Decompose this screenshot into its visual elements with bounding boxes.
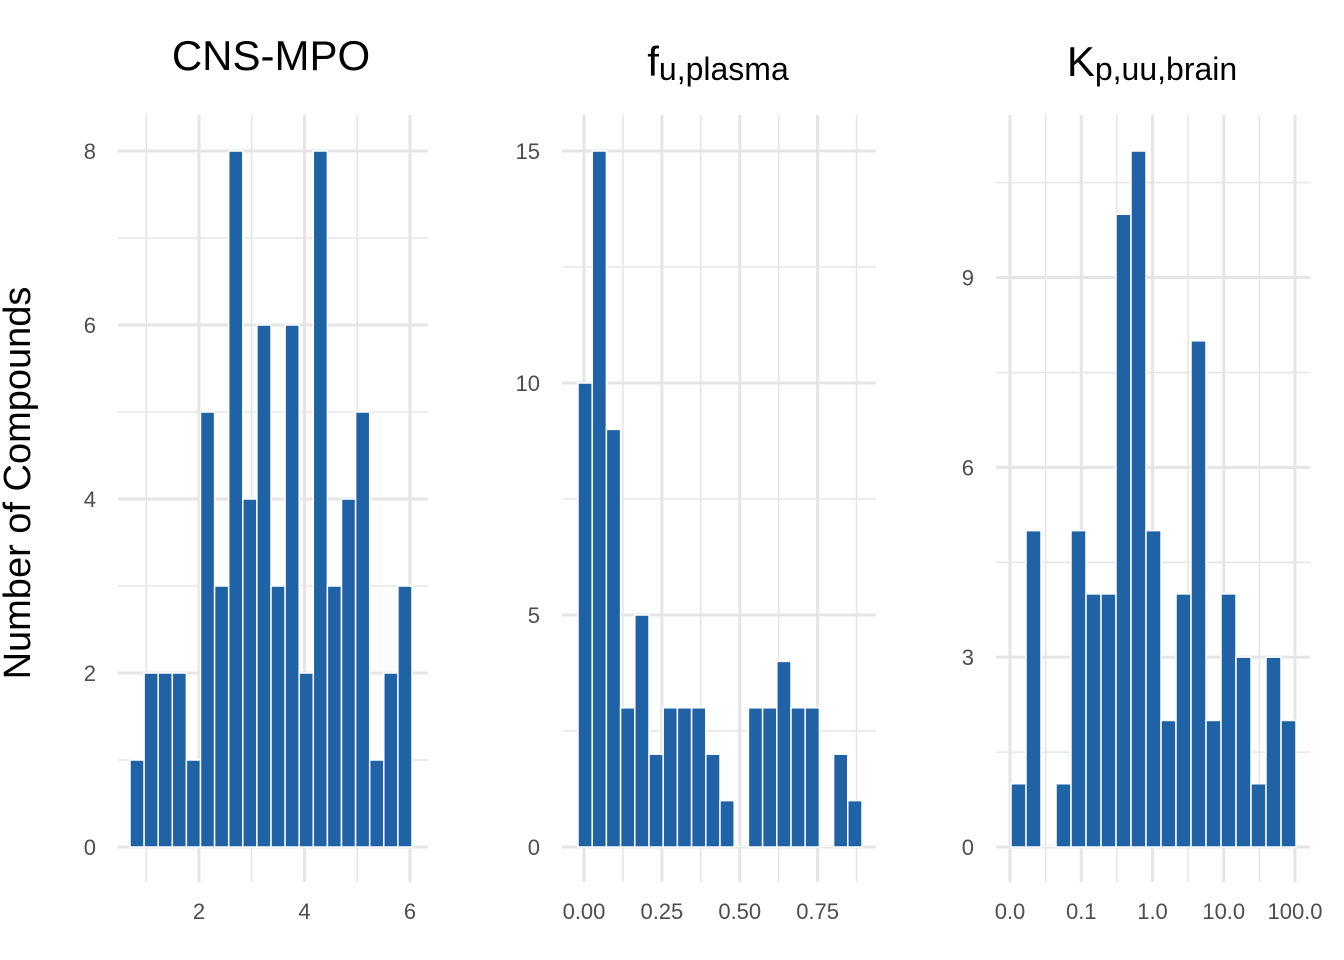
histogram-bar: [662, 707, 679, 848]
x-tick-label: 100.0: [1267, 899, 1322, 924]
histogram-bar: [242, 498, 258, 848]
histogram-bar: [1160, 719, 1177, 848]
histogram-bar: [804, 707, 821, 848]
histogram-bar: [1250, 782, 1267, 848]
y-tick-label: 3: [962, 645, 974, 670]
panel-0: 0 2 4 6 8 2 4 6 CNS-MPO: [84, 32, 428, 924]
histogram-bar: [1070, 529, 1087, 848]
histogram-bar: [847, 799, 863, 848]
x-tick-label: 10.0: [1202, 899, 1245, 924]
histogram-bar: [326, 585, 343, 848]
histogram-bar: [705, 753, 721, 848]
y-tick-label: 0: [528, 835, 540, 860]
y-tick-label: 8: [84, 139, 96, 164]
panel-title-main: K: [1067, 38, 1095, 85]
histogram-bar: [1190, 340, 1207, 848]
histogram-bar: [648, 753, 664, 848]
x-tick-label: 1.0: [1137, 899, 1168, 924]
histogram-bar: [1175, 593, 1192, 848]
histogram-bar: [690, 707, 707, 848]
histogram-bar: [312, 150, 329, 848]
histogram-bar: [1145, 529, 1162, 848]
histogram-bar: [1010, 782, 1027, 848]
panel-title-subscript: u,plasma: [659, 51, 789, 87]
y-tick-label: 10: [516, 371, 540, 396]
x-tick-label: 0.50: [718, 899, 761, 924]
y-tick-label: 0: [962, 835, 974, 860]
histogram-bar: [284, 324, 300, 848]
histogram-bar: [790, 707, 806, 848]
histogram-bar: [1130, 150, 1147, 848]
x-tick-label: 0.1: [1066, 899, 1097, 924]
histogram-bar: [397, 585, 413, 848]
histogram-bar: [1205, 719, 1222, 848]
histogram-bar: [832, 753, 849, 848]
histogram-bar: [1220, 593, 1237, 848]
histogram-bar: [199, 411, 216, 848]
histogram-bar: [157, 672, 174, 848]
y-tick-label: 5: [528, 603, 540, 628]
histogram-bar: [129, 759, 145, 848]
histogram-bar: [256, 324, 272, 848]
y-tick-label: 6: [962, 455, 974, 480]
histogram-bar: [776, 660, 792, 848]
histogram-bar: [213, 585, 230, 848]
histogram-bar: [634, 614, 650, 848]
histogram-bar: [143, 672, 159, 848]
histogram-bar: [619, 707, 636, 848]
histogram-bar: [383, 672, 399, 848]
x-tick-label: 2: [193, 899, 205, 924]
histogram-bar: [734, 846, 749, 847]
histogram-bar: [1265, 656, 1282, 848]
x-tick-label: 0.0: [995, 899, 1026, 924]
histogram-bar: [340, 498, 357, 848]
histogram-bar: [1100, 593, 1117, 848]
panel-1: 0 5 10 15 0.00 0.25 0.50 0.75 fu,plasma: [516, 38, 876, 924]
histogram-bar: [577, 382, 593, 848]
histogram-bar: [719, 799, 735, 848]
histogram-bar: [354, 411, 371, 848]
histogram-bar: [1235, 656, 1252, 848]
panel-title: CNS-MPO: [172, 32, 370, 79]
histogram-bar: [676, 707, 693, 848]
histogram-bar: [1115, 213, 1132, 848]
histogram-bar: [761, 707, 778, 848]
histogram-bar: [298, 672, 315, 848]
x-tick-label: 0.00: [563, 899, 606, 924]
histogram-bar: [1025, 529, 1042, 848]
x-tick-label: 6: [404, 899, 416, 924]
histogram-bar: [591, 150, 608, 848]
histogram-bar: [1055, 782, 1072, 848]
histogram-bar: [605, 428, 622, 848]
panel-title-main: f: [647, 38, 659, 85]
y-tick-label: 2: [84, 661, 96, 686]
y-tick-label: 6: [84, 313, 96, 338]
panel-title: fu,plasma: [647, 38, 789, 87]
panel-2: 0 3 6 9 0.0 0.1 1.0 10.0 100.0 Kp,uu,brain: [962, 38, 1323, 924]
histogram-bar: [185, 759, 202, 848]
y-tick-label: 9: [962, 266, 974, 291]
panel-title-subscript: p,uu,brain: [1095, 51, 1237, 87]
y-axis-label: Number of Compounds: [0, 287, 39, 680]
histogram-bar: [819, 846, 834, 847]
y-tick-label: 0: [84, 835, 96, 860]
panel-title-main: CNS-MPO: [172, 32, 370, 79]
histogram-bar: [747, 707, 764, 848]
panel-title: Kp,uu,brain: [1067, 38, 1237, 87]
histogram-bar: [171, 672, 188, 848]
x-tick-label: 4: [298, 899, 310, 924]
x-tick-label: 0.75: [796, 899, 839, 924]
histogram-bar: [1041, 846, 1056, 847]
y-tick-label: 15: [516, 139, 540, 164]
histogram-bar: [227, 150, 244, 848]
histogram-bar: [368, 759, 385, 848]
x-tick-label: 0.25: [640, 899, 683, 924]
histogram-bar: [1085, 593, 1102, 848]
y-tick-label: 4: [84, 487, 96, 512]
histogram-bar: [270, 585, 286, 848]
histogram-bar: [1280, 719, 1297, 848]
